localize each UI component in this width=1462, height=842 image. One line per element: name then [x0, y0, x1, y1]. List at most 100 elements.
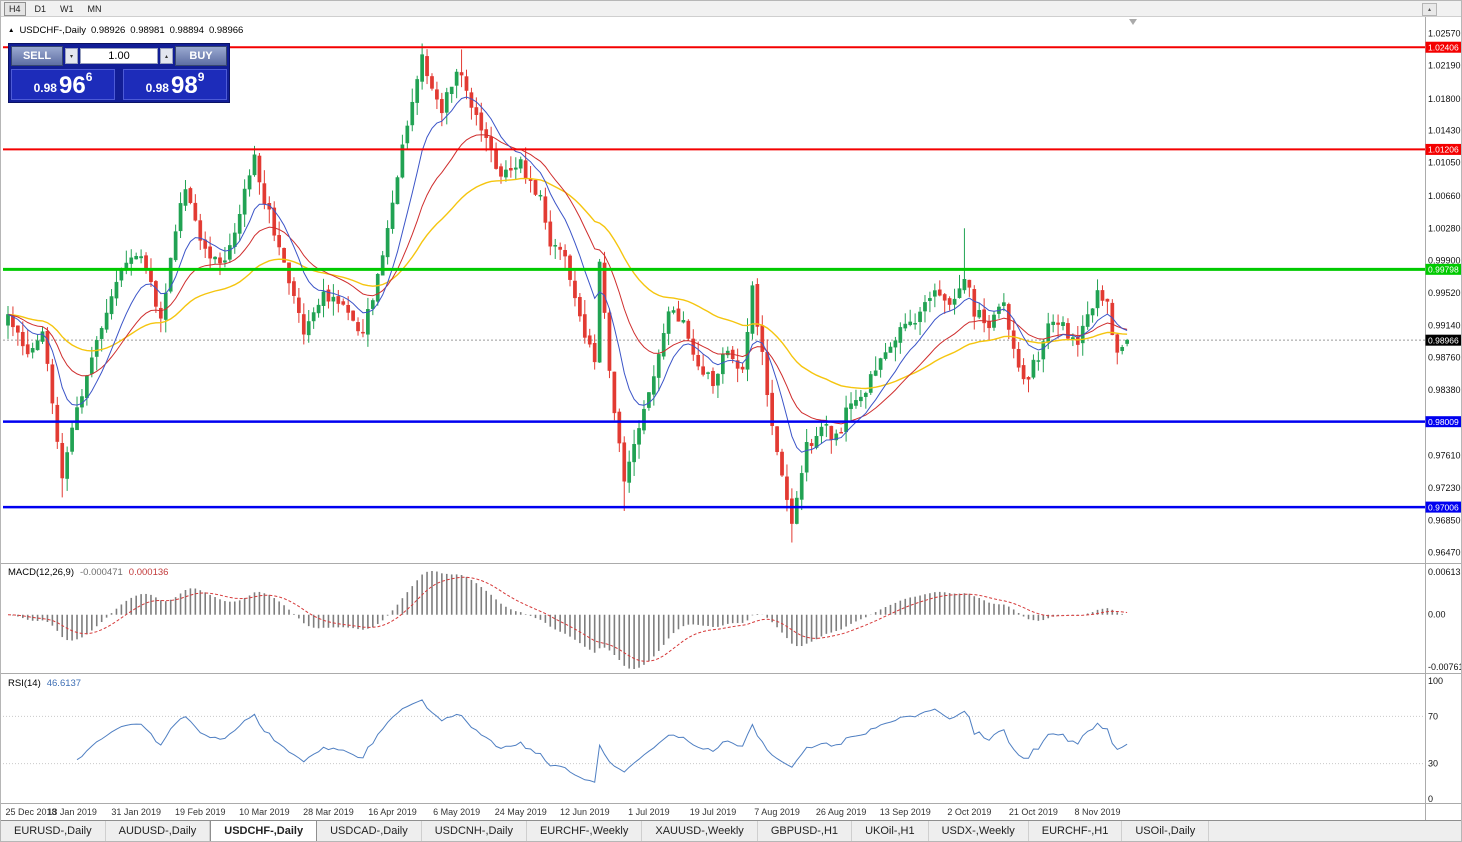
level-price-label: 1.01206 — [1425, 143, 1461, 155]
chart-tab-eurchf-weekly[interactable]: EURCHF-,Weekly — [527, 821, 643, 841]
chart-tab-audusd-daily[interactable]: AUDUSD-,Daily — [106, 821, 211, 841]
chart-tab-usoil-daily[interactable]: USOil-,Daily — [1122, 821, 1210, 841]
chart-tab-ukoil-h1[interactable]: UKOil-,H1 — [852, 821, 929, 841]
svg-text:70: 70 — [1428, 711, 1438, 721]
chart-tab-gbpusd-h1[interactable]: GBPUSD-,H1 — [758, 821, 853, 841]
svg-text:13 Sep 2019: 13 Sep 2019 — [880, 807, 931, 817]
svg-text:21 Oct 2019: 21 Oct 2019 — [1009, 807, 1058, 817]
svg-text:0.99798: 0.99798 — [1428, 265, 1459, 275]
sell-price-big-digits: 96 — [58, 72, 86, 99]
chart-tab-xauusd-weekly[interactable]: XAUUSD-,Weekly — [642, 821, 758, 841]
chart-tab-eurusd-daily[interactable]: EURUSD-,Daily — [1, 821, 106, 841]
level-price-label: 0.99798 — [1425, 263, 1461, 275]
lot-increase-button[interactable]: ▴ — [160, 48, 173, 64]
ohlc-high-value: 0.98981 — [130, 25, 165, 36]
pane-dividers[interactable] — [1, 17, 1462, 822]
svg-text:8 Nov 2019: 8 Nov 2019 — [1075, 807, 1121, 817]
buy-button[interactable]: BUY — [175, 46, 227, 66]
macd-axis[interactable]: 0.00613 0.00 -0.007612 — [1428, 567, 1462, 672]
svg-text:2 Oct 2019: 2 Oct 2019 — [947, 807, 991, 817]
svg-text:1.02570: 1.02570 — [1428, 28, 1461, 38]
trade-prices-row: 0.98 96 6 0.98 98 9 — [11, 69, 227, 100]
svg-text:0.96470: 0.96470 — [1428, 548, 1461, 558]
chart-shift-marker[interactable] — [1129, 19, 1137, 25]
svg-text:0.98380: 0.98380 — [1428, 385, 1461, 395]
level-price-label: 0.98009 — [1425, 416, 1461, 428]
svg-text:0.98009: 0.98009 — [1428, 417, 1459, 427]
chart-tab-usdx-weekly[interactable]: USDX-,Weekly — [929, 821, 1029, 841]
svg-text:19 Feb 2019: 19 Feb 2019 — [175, 807, 226, 817]
svg-text:0.99520: 0.99520 — [1428, 288, 1461, 298]
svg-text:1.00280: 1.00280 — [1428, 223, 1461, 233]
svg-text:26 Aug 2019: 26 Aug 2019 — [816, 807, 867, 817]
price-axis[interactable]: 1.02570 1.02190 1.01800 1.01430 1.01050 1.006… — [1425, 28, 1462, 558]
svg-text:25 Dec 2018: 25 Dec 2018 — [5, 807, 56, 817]
sell-price-prefix: 0.98 — [33, 81, 57, 95]
buy-price-pip-digit: 9 — [197, 70, 205, 84]
rsi-value: 46.6137 — [46, 678, 82, 689]
chart-title-bar: ▲ USDCHF-,Daily 0.98926 0.98981 0.98894 … — [8, 25, 243, 36]
timeframe-toolbar: H4 D1 W1 MN ▴ — [1, 1, 1461, 17]
lot-size-input[interactable] — [80, 48, 158, 64]
chart-tab-usdcnh-daily[interactable]: USDCNH-,Daily — [422, 821, 527, 841]
macd-main-value: -0.000471 — [80, 567, 123, 578]
macd-title-text: MACD(12,26,9) — [8, 567, 74, 578]
sell-price-display[interactable]: 0.98 96 6 — [11, 69, 115, 100]
lot-decrease-button[interactable]: ▾ — [65, 48, 78, 64]
svg-text:0: 0 — [1428, 794, 1433, 804]
rsi-level-lines — [3, 715, 1425, 765]
svg-text:1.01430: 1.01430 — [1428, 125, 1461, 135]
svg-text:6 May 2019: 6 May 2019 — [433, 807, 480, 817]
current-price-label: 0.98966 — [1425, 334, 1461, 346]
svg-text:24 May 2019: 24 May 2019 — [495, 807, 547, 817]
macd-signal-value: 0.000136 — [128, 567, 169, 578]
horizontal-level-lines[interactable]: 1.02406 1.01206 0.99798 0.98009 0.97006 — [3, 41, 1462, 513]
svg-text:0.99140: 0.99140 — [1428, 320, 1461, 330]
buy-price-display[interactable]: 0.98 98 9 — [123, 69, 227, 100]
ohlc-close-value: 0.98966 — [208, 25, 244, 36]
ohlc-open-value: 0.98926 — [90, 25, 126, 36]
svg-text:0.97230: 0.97230 — [1428, 483, 1461, 493]
svg-text:0.97006: 0.97006 — [1428, 502, 1459, 512]
svg-text:-0.007612: -0.007612 — [1428, 662, 1462, 672]
level-price-label: 1.02406 — [1425, 41, 1461, 53]
timeframe-mn-button[interactable]: MN — [83, 2, 107, 16]
rsi-axis[interactable]: 100 70 30 0 — [1428, 676, 1443, 804]
macd-indicator — [7, 571, 1128, 669]
chart-tab-eurchf-h1[interactable]: EURCHF-,H1 — [1029, 821, 1123, 841]
collapse-triangle-icon[interactable]: ▲ — [8, 27, 15, 34]
toolbar-scroll-up-icon[interactable]: ▴ — [1422, 3, 1437, 16]
svg-text:30: 30 — [1428, 759, 1438, 769]
timeframe-w1-button[interactable]: W1 — [55, 2, 79, 16]
svg-text:1.00660: 1.00660 — [1428, 191, 1461, 201]
sell-button[interactable]: SELL — [11, 46, 63, 66]
rsi-indicator-label: RSI(14) 46.6137 — [8, 678, 81, 689]
svg-text:19 Jul 2019: 19 Jul 2019 — [690, 807, 737, 817]
buy-price-prefix: 0.98 — [145, 81, 169, 95]
rsi-indicator — [76, 699, 1128, 783]
svg-text:7 Aug 2019: 7 Aug 2019 — [754, 807, 800, 817]
svg-text:0.98760: 0.98760 — [1428, 353, 1461, 363]
level-price-label: 0.97006 — [1425, 501, 1461, 513]
timeframe-d1-button[interactable]: D1 — [30, 2, 52, 16]
one-click-trading-panel: SELL ▾ ▴ BUY 0.98 96 6 0.98 98 9 — [8, 43, 230, 103]
svg-text:1.01800: 1.01800 — [1428, 94, 1461, 104]
svg-text:0.00: 0.00 — [1428, 610, 1446, 620]
chart-tab-usdchf-daily[interactable]: USDCHF-,Daily — [210, 821, 318, 841]
svg-text:1.01206: 1.01206 — [1428, 145, 1459, 155]
chart-symbol-label: USDCHF-,Daily — [19, 25, 86, 36]
ohlc-low-value: 0.98894 — [169, 25, 204, 36]
chart-tab-usdcad-daily[interactable]: USDCAD-,Daily — [317, 821, 422, 841]
svg-text:1 Jul 2019: 1 Jul 2019 — [628, 807, 670, 817]
chart-tabs-bar: EURUSD-,Daily AUDUSD-,Daily USDCHF-,Daily U… — [1, 820, 1461, 841]
svg-text:13 Jan 2019: 13 Jan 2019 — [47, 807, 97, 817]
rsi-title-text: RSI(14) — [8, 678, 41, 689]
svg-text:10 Mar 2019: 10 Mar 2019 — [239, 807, 290, 817]
svg-text:1.02190: 1.02190 — [1428, 61, 1461, 71]
svg-text:28 Mar 2019: 28 Mar 2019 — [303, 807, 354, 817]
buy-price-big-digits: 98 — [170, 72, 198, 99]
timeframe-h4-button[interactable]: H4 — [4, 1, 26, 16]
